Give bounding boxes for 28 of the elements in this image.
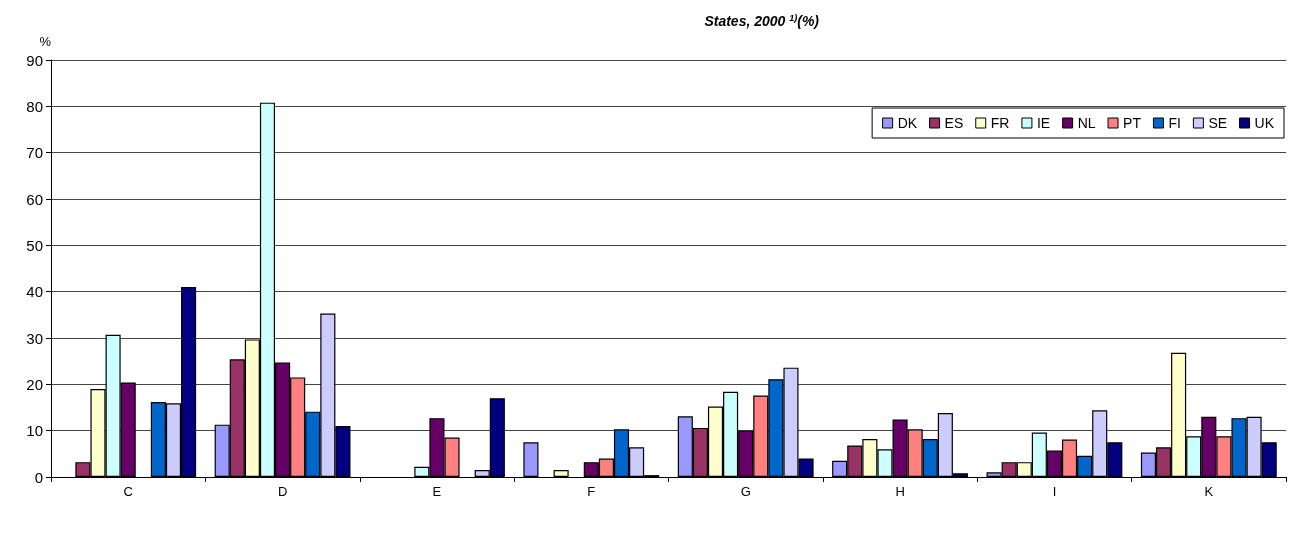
y-tick-label: 90 xyxy=(26,51,43,69)
x-tick-label: C xyxy=(123,484,133,499)
x-tick-label: F xyxy=(587,484,596,499)
y-tick-label: 50 xyxy=(26,236,43,254)
legend-label: NL xyxy=(1077,115,1096,131)
x-tick-label: I xyxy=(1052,484,1057,499)
legend-label: SE xyxy=(1208,115,1228,131)
legend-label: IE xyxy=(1036,115,1051,131)
y-tick-label: 40 xyxy=(26,283,43,301)
legend-label: PT xyxy=(1123,115,1142,131)
y-tick-label: 0 xyxy=(34,468,43,486)
legend-label: FR xyxy=(990,115,1010,131)
x-tick-label: D xyxy=(277,484,288,499)
x-tick-label: H xyxy=(895,484,905,499)
x-tick-label: G xyxy=(740,484,751,499)
legend-label: FI xyxy=(1168,115,1181,131)
y-axis-title: % xyxy=(39,34,52,49)
legend-label: ES xyxy=(944,115,964,131)
y-tick-label: 70 xyxy=(26,144,43,162)
y-tick-label: 10 xyxy=(26,422,43,440)
y-tick-label: 60 xyxy=(26,190,43,208)
y-tick-label: 20 xyxy=(26,375,43,393)
legend-label: UK xyxy=(1254,115,1275,131)
y-tick-label: 80 xyxy=(26,97,43,115)
legend-label: DK xyxy=(897,115,918,131)
x-tick-label: K xyxy=(1204,484,1214,499)
y-tick-label: 30 xyxy=(26,329,43,347)
x-tick-label: E xyxy=(432,484,442,499)
